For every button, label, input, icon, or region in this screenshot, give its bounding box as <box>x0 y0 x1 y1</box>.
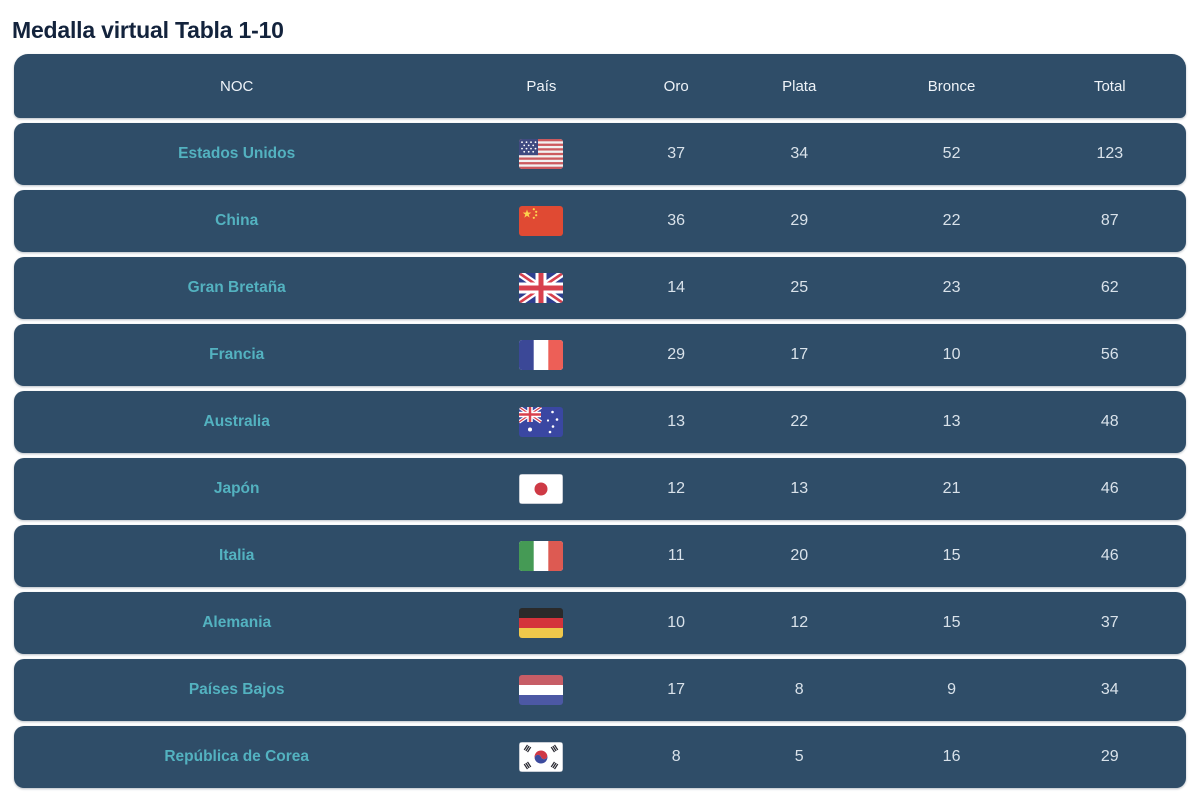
total-count: 62 <box>1100 279 1119 296</box>
table-row: Japón 12 13 21 46 <box>14 458 1186 520</box>
flag-france-icon <box>519 340 564 370</box>
bronze-count: 22 <box>942 212 961 229</box>
bronze-count: 23 <box>942 279 961 296</box>
table-row: Países Bajos 17 8 9 34 <box>14 659 1186 721</box>
flag-germany-icon <box>519 608 564 638</box>
bronze-count: 21 <box>942 480 961 497</box>
silver-count: 25 <box>790 279 809 296</box>
total-count: 87 <box>1100 212 1119 229</box>
gold-count: 11 <box>667 547 685 564</box>
total-count: 46 <box>1100 480 1119 497</box>
gold-count: 14 <box>667 279 686 296</box>
flag-japan-icon <box>519 474 564 504</box>
silver-count: 5 <box>794 748 804 765</box>
header-bronce: Bronce <box>927 77 976 95</box>
total-count: 48 <box>1100 413 1119 430</box>
silver-count: 20 <box>790 547 809 564</box>
country-link[interactable]: Países Bajos <box>188 681 285 698</box>
bronze-count: 52 <box>942 145 961 162</box>
total-count: 34 <box>1100 681 1119 698</box>
flag-china-icon <box>519 206 564 236</box>
table-row: Italia 11 20 15 46 <box>14 525 1186 587</box>
table-row: República de Corea <box>14 726 1186 788</box>
silver-count: 12 <box>790 614 809 631</box>
bronze-count: 9 <box>947 681 957 698</box>
table-row: Estados Unidos 37 34 52 <box>14 123 1186 185</box>
country-link[interactable]: Alemania <box>202 614 272 631</box>
table-header-row: NOC País Oro Plata Bronce Total <box>14 54 1186 118</box>
header-plata: Plata <box>782 77 817 95</box>
gold-count: 29 <box>667 346 686 363</box>
silver-count: 22 <box>790 413 809 430</box>
silver-count: 17 <box>790 346 809 363</box>
bronze-count: 16 <box>942 748 961 765</box>
flag-italy-icon <box>519 541 564 571</box>
gold-count: 13 <box>667 413 686 430</box>
header-total: Total <box>1093 77 1126 95</box>
header-pais: País <box>526 77 557 95</box>
country-link[interactable]: República de Corea <box>164 748 310 765</box>
country-link[interactable]: China <box>215 212 259 229</box>
header-noc: NOC <box>220 77 254 95</box>
country-link[interactable]: Estados Unidos <box>178 145 296 162</box>
table-row: China 36 29 22 87 <box>14 190 1186 252</box>
flag-great-britain-icon <box>519 273 564 303</box>
flag-south-korea-icon <box>519 742 564 772</box>
flag-australia-icon <box>519 407 564 437</box>
medal-table: NOC País Oro Plata Bronce Total Estados … <box>14 54 1186 788</box>
country-link[interactable]: Italia <box>219 547 255 564</box>
gold-count: 10 <box>667 614 686 631</box>
silver-count: 13 <box>790 480 809 497</box>
country-link[interactable]: Gran Bretaña <box>187 279 286 296</box>
flag-netherlands-icon <box>519 675 564 705</box>
bronze-count: 10 <box>942 346 961 363</box>
table-row: Alemania 10 12 15 37 <box>14 592 1186 654</box>
flag-united-states-icon <box>519 139 564 169</box>
silver-count: 8 <box>794 681 804 698</box>
country-link[interactable]: Francia <box>209 346 265 363</box>
gold-count: 37 <box>667 145 686 162</box>
silver-count: 34 <box>790 145 809 162</box>
table-row: Francia 29 17 10 56 <box>14 324 1186 386</box>
bronze-count: 15 <box>942 614 961 631</box>
gold-count: 17 <box>667 681 686 698</box>
total-count: 29 <box>1100 748 1119 765</box>
total-count: 56 <box>1100 346 1119 363</box>
total-count: 123 <box>1096 145 1124 162</box>
total-count: 37 <box>1100 614 1119 631</box>
page-title: Medalla virtual Tabla 1-10 <box>12 17 284 43</box>
header-oro: Oro <box>663 77 689 95</box>
gold-count: 8 <box>671 748 681 765</box>
country-link[interactable]: Japón <box>213 480 260 497</box>
country-link[interactable]: Australia <box>203 413 270 430</box>
total-count: 46 <box>1100 547 1119 564</box>
gold-count: 36 <box>667 212 686 229</box>
table-row: Australia <box>14 391 1186 453</box>
silver-count: 29 <box>790 212 809 229</box>
gold-count: 12 <box>667 480 686 497</box>
bronze-count: 15 <box>942 547 961 564</box>
bronze-count: 13 <box>942 413 961 430</box>
table-row: Gran Bretaña 14 25 23 62 <box>14 257 1186 319</box>
